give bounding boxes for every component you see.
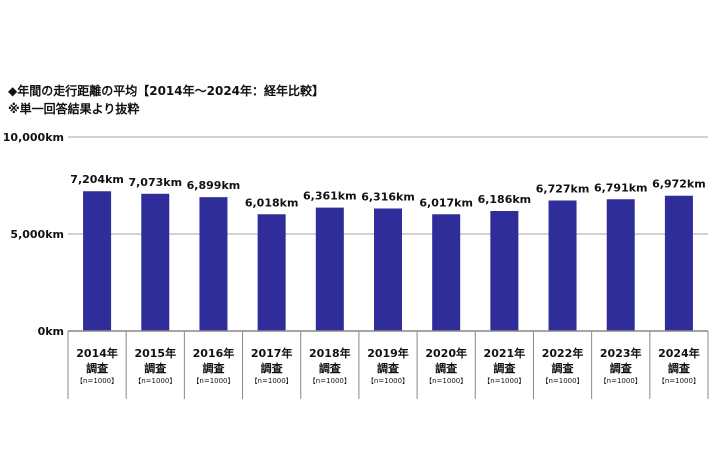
y-tick-label: 5,000km xyxy=(10,228,64,241)
data-label: 6,791km xyxy=(594,181,648,194)
x-tick-year: 2018年 xyxy=(309,347,351,360)
x-tick-year: 2024年 xyxy=(658,347,700,360)
x-tick-year: 2020年 xyxy=(425,347,467,360)
x-tick-sample-size: 【n=1000】 xyxy=(308,377,351,385)
y-tick-label: 10,000km xyxy=(3,131,64,144)
x-tick-sample-size: 【n=1000】 xyxy=(192,377,235,385)
data-label: 7,073km xyxy=(128,176,182,189)
x-tick-survey: 調査 xyxy=(260,362,283,375)
x-tick-label: 2019年調査【n=1000】 xyxy=(360,346,416,387)
x-tick-label: 2016年調査【n=1000】 xyxy=(185,346,241,387)
bar xyxy=(83,191,112,331)
bar xyxy=(490,210,519,331)
x-tick-survey: 調査 xyxy=(144,362,167,375)
x-tick-year: 2015年 xyxy=(134,347,177,360)
x-tick-year: 2017年 xyxy=(250,347,293,360)
x-tick-label: 2018年調査【n=1000】 xyxy=(302,346,358,387)
bar xyxy=(664,195,693,331)
x-tick-survey: 調査 xyxy=(377,362,399,375)
x-tick-sample-size: 【n=1000】 xyxy=(250,377,293,385)
x-tick-label: 2024年調査【n=1000】 xyxy=(651,346,707,387)
x-tick-sample-size: 【n=1000】 xyxy=(541,377,584,385)
x-tick-label: 2021年調査【n=1000】 xyxy=(476,346,532,387)
x-tick-sample-size: 【n=1000】 xyxy=(483,377,526,385)
x-tick-sample-size: 【n=1000】 xyxy=(425,377,468,385)
x-tick-year: 2023年 xyxy=(599,347,642,360)
x-tick-year: 2019年 xyxy=(367,347,409,360)
x-tick-survey: 調査 xyxy=(435,362,458,375)
x-tick-survey: 調査 xyxy=(318,362,341,375)
bar xyxy=(199,197,228,331)
x-tick-sample-size: 【n=1000】 xyxy=(599,377,642,385)
data-label: 6,316km xyxy=(361,190,415,203)
x-tick-sample-size: 【n=1000】 xyxy=(657,377,700,385)
bar xyxy=(141,193,170,331)
bar xyxy=(548,200,577,331)
x-tick-label: 2022年調査【n=1000】 xyxy=(535,346,591,387)
x-tick-year: 2021年 xyxy=(483,347,526,360)
data-label: 6,727km xyxy=(536,182,590,195)
bar xyxy=(374,208,402,331)
x-tick-year: 2022年 xyxy=(541,347,584,360)
data-label: 6,899km xyxy=(187,179,241,192)
data-label: 6,972km xyxy=(652,178,706,191)
chart-subtitle: ※単一回答結果より抜粋 xyxy=(8,102,140,116)
y-tick-label: 0km xyxy=(38,325,64,338)
x-tick-survey: 調査 xyxy=(493,362,516,375)
x-tick-year: 2014年 xyxy=(76,347,118,360)
data-label: 7,204km xyxy=(70,173,124,186)
bar xyxy=(315,207,344,331)
data-label: 6,017km xyxy=(419,196,473,209)
x-tick-sample-size: 【n=1000】 xyxy=(366,377,410,385)
x-tick-label: 2014年調査【n=1000】 xyxy=(69,346,125,387)
bar xyxy=(432,214,461,331)
data-label: 6,361km xyxy=(303,190,357,203)
x-tick-label: 2020年調査【n=1000】 xyxy=(418,346,474,387)
x-tick-survey: 調査 xyxy=(551,362,574,375)
x-tick-survey: 調査 xyxy=(86,362,109,375)
x-tick-label: 2017年調査【n=1000】 xyxy=(244,346,300,387)
data-label: 6,186km xyxy=(478,193,532,206)
x-tick-sample-size: 【n=1000】 xyxy=(76,377,119,385)
x-tick-label: 2023年調査【n=1000】 xyxy=(593,346,649,387)
x-tick-label: 2015年調査【n=1000】 xyxy=(127,346,183,387)
x-tick-survey: 調査 xyxy=(609,362,632,375)
data-label: 6,018km xyxy=(245,196,299,209)
bar xyxy=(606,199,635,331)
bar xyxy=(257,214,286,331)
x-tick-year: 2016年 xyxy=(192,347,235,360)
x-tick-survey: 調査 xyxy=(202,362,225,375)
x-tick-survey: 調査 xyxy=(667,362,690,375)
x-tick-sample-size: 【n=1000】 xyxy=(134,377,177,385)
chart-title: ◆年間の走行距離の平均【2014年～2024年：経年比較】 xyxy=(8,84,325,98)
